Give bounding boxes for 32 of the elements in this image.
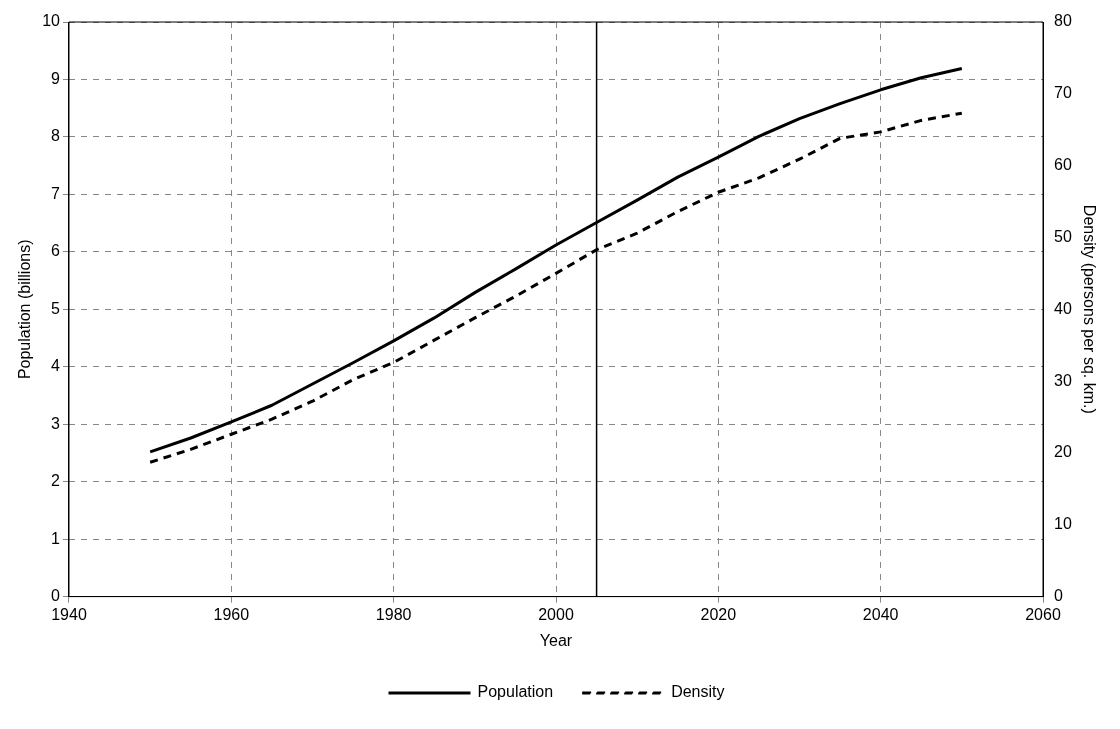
y2-tick-label: 40 [1054,299,1072,317]
y-tick-label: 4 [51,357,61,375]
y-axis-title: Population (billions) [16,239,34,380]
y-tick-label: 6 [51,242,61,260]
x-tick-label: 2020 [700,605,737,623]
y-tick-label: 0 [51,587,61,605]
y2-axis-title: Density (persons per sq. km.) [1080,204,1098,414]
y2-tick-label: 20 [1054,443,1072,461]
x-tick-label: 1960 [213,605,250,623]
y-tick-label: 9 [51,69,61,87]
y-tick-label: 2 [51,472,61,490]
y-tick-label: 7 [51,184,61,202]
x-tick-label: 1940 [51,605,87,623]
x-tick-label: 2060 [1025,605,1061,623]
x-axis-title: Year [539,631,573,649]
legend-label: Density [671,683,725,701]
y2-tick-label: 80 [1054,12,1072,30]
x-tick-label: 2000 [538,605,574,623]
y2-tick-label: 50 [1054,227,1072,245]
y2-tick-label: 30 [1054,371,1072,389]
y-tick-label: 3 [51,414,61,432]
y-tick-label: 5 [51,299,61,317]
x-tick-label: 2040 [862,605,899,623]
y-tick-label: 10 [42,12,61,30]
legend-label: Population [477,683,554,701]
x-tick-label: 1980 [375,605,412,623]
y-tick-label: 8 [51,127,61,145]
y2-tick-label: 70 [1054,84,1072,102]
y2-tick-label: 60 [1054,156,1072,174]
y2-tick-label: 0 [1054,587,1063,605]
y2-tick-label: 10 [1054,515,1072,533]
y-tick-label: 1 [51,529,61,547]
